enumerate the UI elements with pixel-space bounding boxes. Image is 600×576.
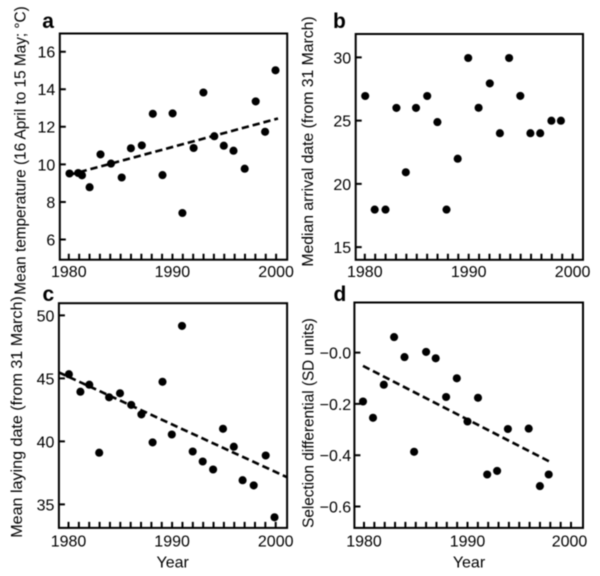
- svg-text:b: b: [333, 10, 346, 33]
- svg-text:−0.4: −0.4: [320, 448, 352, 465]
- svg-text:1990: 1990: [155, 264, 191, 281]
- svg-text:2000: 2000: [552, 534, 588, 551]
- svg-text:25: 25: [333, 114, 351, 131]
- svg-text:−0.2: −0.2: [320, 397, 352, 414]
- svg-text:Year: Year: [453, 554, 486, 571]
- svg-text:a: a: [42, 10, 54, 33]
- svg-text:−0.6: −0.6: [320, 499, 352, 516]
- svg-text:2000: 2000: [258, 264, 294, 281]
- svg-text:−0.0: −0.0: [320, 346, 352, 363]
- svg-text:20: 20: [333, 177, 351, 194]
- svg-text:50: 50: [37, 308, 55, 325]
- svg-text:1990: 1990: [154, 534, 190, 551]
- svg-text:35: 35: [37, 497, 55, 514]
- svg-text:2000: 2000: [258, 534, 294, 551]
- svg-text:14: 14: [38, 82, 56, 99]
- svg-text:10: 10: [38, 157, 56, 174]
- svg-text:1990: 1990: [450, 534, 486, 551]
- svg-text:1980: 1980: [347, 264, 383, 281]
- svg-text:12: 12: [38, 120, 56, 137]
- svg-text:d: d: [334, 283, 347, 306]
- svg-text:1980: 1980: [346, 534, 382, 551]
- svg-text:1980: 1980: [51, 534, 87, 551]
- svg-text:16: 16: [38, 45, 56, 62]
- svg-text:Mean temperature (16 April to: Mean temperature (16 April to 15 May; °C…: [12, 6, 29, 294]
- svg-text:6: 6: [46, 232, 55, 249]
- svg-text:45: 45: [37, 371, 55, 388]
- svg-text:Mean laying date (from 31 Marc: Mean laying date (from 31 March): [8, 296, 26, 538]
- svg-text:Selection differential (SD uni: Selection differential (SD units): [301, 318, 318, 528]
- svg-text:2000: 2000: [555, 264, 591, 281]
- svg-text:40: 40: [37, 434, 55, 451]
- svg-text:30: 30: [333, 50, 351, 67]
- svg-text:1980: 1980: [51, 264, 87, 281]
- svg-text:Year: Year: [157, 554, 190, 571]
- svg-text:Median arrival date (from 31 M: Median arrival date (from 31 March): [300, 16, 317, 266]
- svg-text:c: c: [43, 283, 55, 306]
- svg-text:1990: 1990: [451, 264, 487, 281]
- svg-text:8: 8: [46, 195, 55, 212]
- svg-text:15: 15: [333, 240, 351, 257]
